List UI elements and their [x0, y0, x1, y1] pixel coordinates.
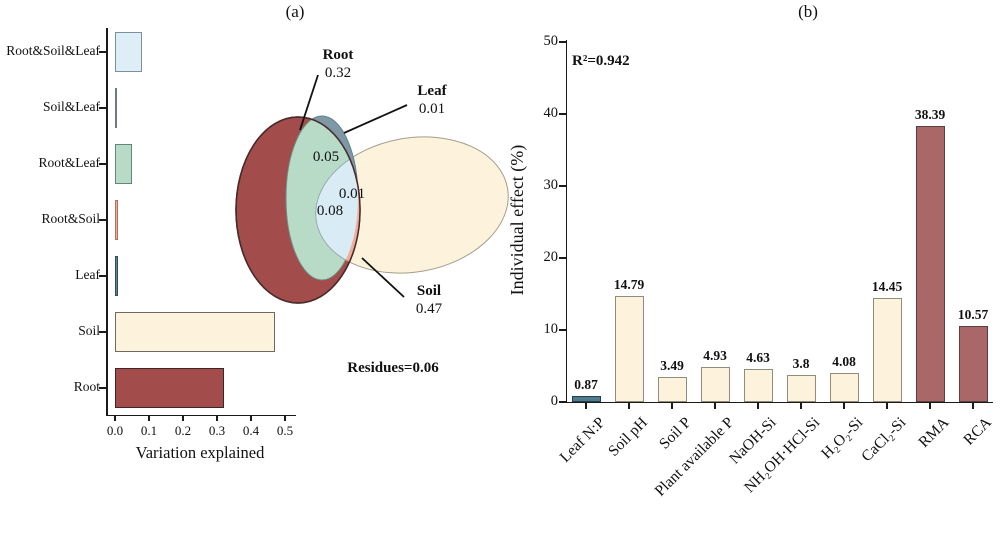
individual-effect-chart: [480, 0, 1000, 533]
venn-soil-value: 0.47: [415, 301, 443, 317]
venn-root-soil-leaf-value: 0.08: [316, 203, 344, 219]
venn-root-outline: [235, 116, 361, 304]
venn-root-value: 0.32: [324, 65, 352, 81]
soil-callout-line: [361, 257, 405, 298]
variation-explained-chart: Variation explained: [0, 0, 480, 533]
a-x-axis-title: Variation explained: [135, 443, 265, 462]
b-y-axis-line: [565, 40, 567, 403]
venn-root-callout: Root 0.32: [306, 46, 370, 82]
r-squared-annotation: R²=0.942: [572, 53, 630, 69]
venn-leaf-callout: Leaf 0.01: [400, 82, 464, 118]
a-y-axis-line: [106, 28, 108, 416]
root-callout-line: [299, 74, 319, 131]
venn-root-soil-value: 0.01: [338, 186, 366, 202]
panel-a-label: (a): [285, 2, 305, 21]
venn-root-name: Root: [322, 47, 354, 63]
venn-soil-name: Soil: [416, 283, 442, 299]
leaf-callout-line: [343, 104, 408, 134]
panel-b-label: (b): [798, 2, 818, 21]
venn-leaf-value: 0.01: [418, 101, 446, 117]
b-x-axis-line: [565, 401, 993, 403]
a-x-axis-line: [106, 414, 296, 416]
venn-diagram: [235, 74, 509, 304]
venn-root-leaf-value: 0.05: [312, 149, 340, 165]
venn-soil-callout: Soil 0.47: [397, 282, 461, 318]
venn-residues-label: Residues=0.06: [347, 360, 439, 376]
venn-root-soil-leaf-overlap: [315, 136, 358, 274]
venn-leaf-name: Leaf: [417, 83, 447, 99]
b-y-axis-title: Individual effect (%): [507, 144, 527, 296]
